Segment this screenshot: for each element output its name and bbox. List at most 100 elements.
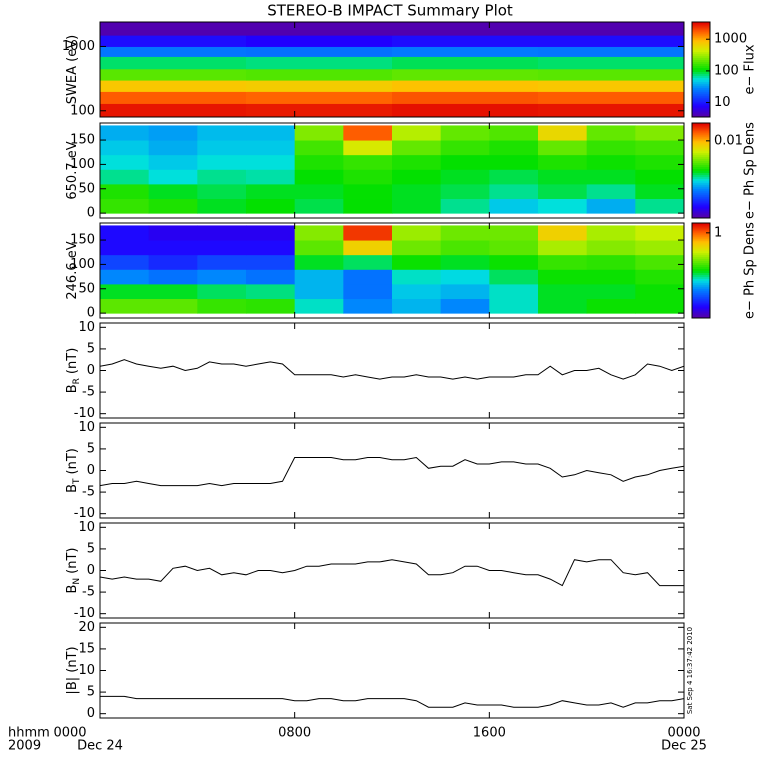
colorbar-slice bbox=[692, 148, 710, 152]
x-tick-label: 0000 bbox=[667, 726, 700, 741]
heat-cell bbox=[440, 269, 490, 285]
colorbar-slice bbox=[692, 140, 710, 144]
colorbar-slice bbox=[692, 264, 710, 268]
colorbar-slice bbox=[692, 49, 710, 53]
y-tick-label: 0 bbox=[87, 706, 95, 721]
heat-cell bbox=[489, 169, 539, 185]
colorbar-slice bbox=[692, 124, 710, 128]
colorbar-tick-label: 1000 bbox=[714, 32, 747, 47]
colorbar-slice bbox=[692, 200, 710, 203]
colorbar-slice bbox=[692, 306, 710, 309]
heat-cell bbox=[392, 35, 539, 47]
heat-cell bbox=[246, 22, 393, 36]
heat-cell bbox=[100, 269, 150, 285]
colorbar-slice bbox=[692, 77, 710, 80]
heat-cell bbox=[489, 183, 539, 200]
colorbar-slice bbox=[692, 224, 710, 228]
colorbar-slice bbox=[692, 69, 710, 72]
colorbar-slice bbox=[692, 144, 710, 148]
heat-cell bbox=[100, 183, 150, 200]
y-tick-label: 10 bbox=[78, 663, 95, 678]
x-tick-label: 1600 bbox=[473, 726, 506, 741]
heat-cell bbox=[489, 283, 539, 300]
heat-cell bbox=[197, 169, 247, 185]
heat-cell bbox=[489, 298, 539, 314]
colorbar-slice bbox=[692, 206, 710, 209]
x-tick-label: 0800 bbox=[278, 726, 311, 741]
colorbar-slice bbox=[692, 33, 710, 37]
colorbar-slice bbox=[692, 132, 710, 136]
heat-cell bbox=[392, 46, 539, 57]
heat-cell bbox=[197, 269, 247, 285]
colorbar-slice bbox=[692, 123, 710, 126]
heat-cell bbox=[294, 169, 344, 185]
heat-cell bbox=[538, 22, 684, 36]
panel-5 bbox=[100, 559, 684, 587]
heat-cell bbox=[294, 140, 344, 156]
colorbar-slice bbox=[692, 25, 710, 29]
colorbar-slice bbox=[692, 288, 710, 291]
heat-cell bbox=[586, 298, 636, 314]
colorbar-slice bbox=[692, 290, 710, 293]
y-axis-label: BR (nT) bbox=[65, 348, 82, 394]
colorbar-slice bbox=[692, 202, 710, 205]
panel-3 bbox=[100, 359, 684, 380]
heat-cell bbox=[635, 225, 684, 241]
heat-cell bbox=[538, 254, 588, 270]
heat-cell bbox=[440, 169, 490, 185]
heat-cell bbox=[197, 198, 247, 214]
colorbar-slice bbox=[692, 154, 710, 158]
colorbar-slice bbox=[692, 198, 710, 201]
y-tick-label: 100 bbox=[70, 103, 95, 118]
colorbar-slice bbox=[692, 254, 710, 258]
colorbar-slice bbox=[692, 256, 710, 260]
y-tick-label: 10 bbox=[78, 420, 95, 435]
heat-cell bbox=[538, 46, 684, 57]
colorbar-slice bbox=[692, 85, 710, 88]
colorbar-slice bbox=[692, 126, 710, 130]
heat-cell bbox=[294, 125, 344, 141]
colorbar-tick-label: 10 bbox=[714, 95, 731, 110]
heat-cell bbox=[197, 154, 247, 170]
heat-cell bbox=[343, 169, 393, 185]
colorbar-slice bbox=[692, 138, 710, 142]
heat-cell bbox=[635, 198, 684, 214]
colorbar-slice bbox=[692, 134, 710, 138]
colorbar-slice bbox=[692, 61, 710, 65]
colorbar-slice bbox=[692, 158, 710, 162]
heat-cell bbox=[246, 240, 296, 256]
colorbar-slice bbox=[692, 65, 710, 69]
colorbar-slice bbox=[692, 31, 710, 35]
colorbar-slice bbox=[692, 280, 710, 283]
heat-cell bbox=[538, 225, 588, 241]
colorbar-slice bbox=[692, 204, 710, 207]
colorbar-slice bbox=[692, 101, 710, 104]
colorbar-slice bbox=[692, 196, 710, 199]
colorbar-slice bbox=[692, 27, 710, 31]
heat-cell bbox=[538, 198, 588, 214]
colorbar-slice bbox=[692, 164, 710, 168]
colorbar-slice bbox=[692, 113, 710, 116]
y-tick-label: 5 bbox=[87, 441, 95, 456]
colorbar-slice bbox=[692, 294, 710, 297]
colorbar-slice bbox=[692, 182, 710, 185]
panel-frame bbox=[99, 21, 685, 118]
heat-cell bbox=[148, 298, 198, 314]
heat-cell bbox=[246, 46, 393, 57]
colorbar-slice bbox=[692, 23, 710, 27]
panel-6 bbox=[100, 695, 684, 708]
colorbar-slice bbox=[692, 304, 710, 307]
heat-cell bbox=[440, 283, 490, 300]
y-label-unit: (nT) bbox=[65, 348, 80, 374]
y-tick-label: 150 bbox=[70, 233, 95, 248]
colorbar-slice bbox=[692, 238, 710, 242]
heat-cell bbox=[100, 35, 247, 47]
panel-frame bbox=[99, 622, 685, 719]
heat-cell bbox=[635, 169, 684, 185]
colorbar-slice bbox=[692, 268, 710, 271]
colorbar-label: e− Flux bbox=[743, 44, 758, 94]
colorbar-slice bbox=[692, 81, 710, 84]
y-tick-label: 100 bbox=[70, 257, 95, 272]
colorbar-slice bbox=[692, 174, 710, 177]
colorbar-slice bbox=[692, 272, 710, 275]
